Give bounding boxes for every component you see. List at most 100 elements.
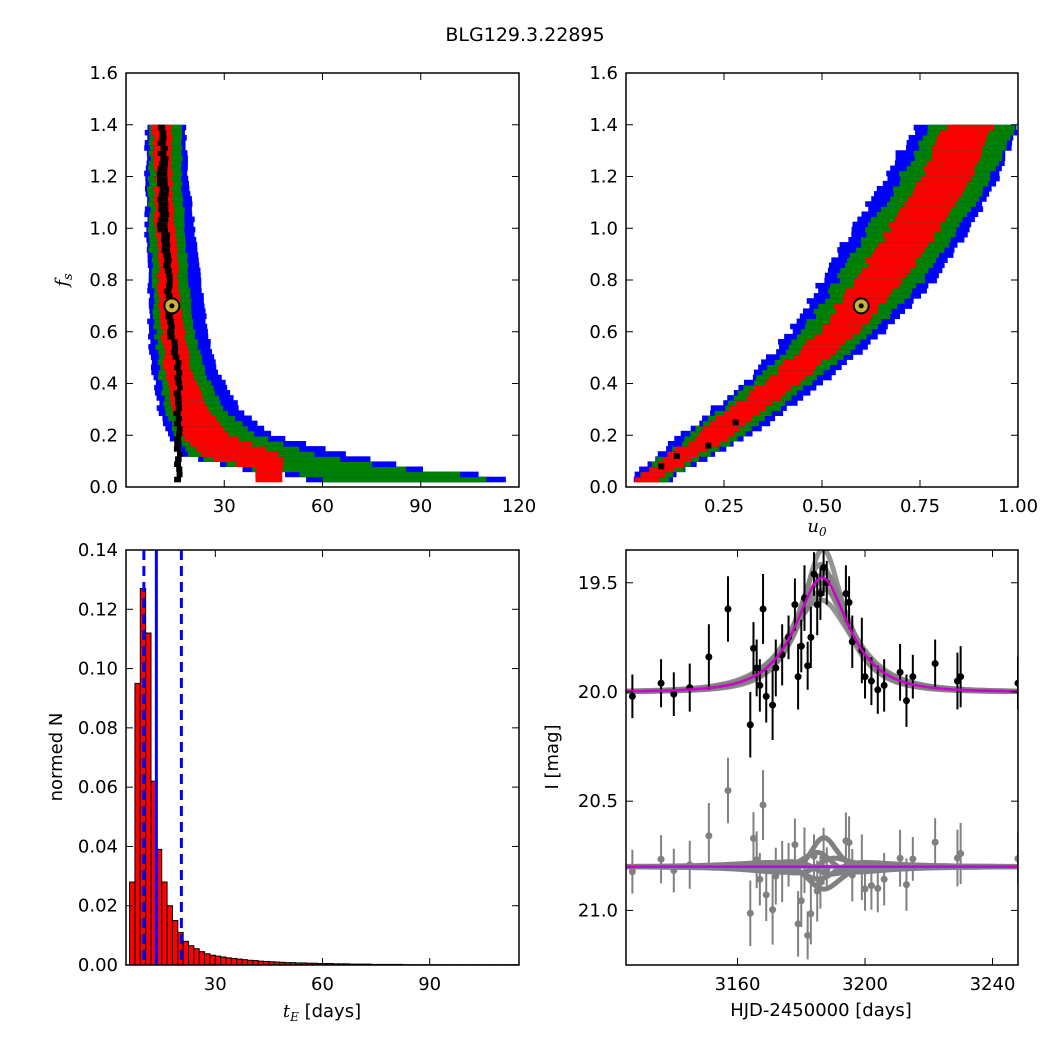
panel-fs-vs-te-xtick-label: 30 — [213, 496, 236, 517]
figure-title: BLG129.3.22895 — [445, 24, 604, 46]
heatmap-cell-black — [160, 145, 168, 151]
heatmap-cell-red — [874, 247, 925, 253]
heatmap-cell-black — [172, 354, 180, 360]
heatmap-cell-black — [174, 435, 182, 442]
heatmap-cell-red — [169, 390, 202, 396]
panel-lightcurve-xtick-label: 3240 — [970, 974, 1016, 995]
residual-point — [746, 909, 754, 917]
heatmap-cell-red — [754, 384, 792, 391]
heatmap-cell-red — [649, 466, 675, 473]
heatmap-cell-black — [175, 456, 182, 462]
panel-fs-vs-te-axes: 30 60 90 120 0.0 0.2 0.4 0.6 0.8 1.0 1.2 1.4 1.6 — [89, 63, 536, 517]
residual-point — [813, 887, 821, 895]
heatmap-cell-black — [166, 277, 173, 284]
panel-fs-vs-u0: 0.25 0.50 0.75 1.00 0.0 0.2 0.4 0.6 0.8 1.0 1.2 1.4… — [589, 63, 1038, 539]
heatmap-cell-black — [157, 150, 167, 156]
panel-lightcurve-xtick-label: 3160 — [715, 974, 761, 995]
data-point — [746, 721, 754, 729]
heatmap-cell-black — [159, 129, 167, 136]
u0-axis-label: u0 — [807, 516, 827, 539]
panel-fs-vs-u0-xtick-label: 0.25 — [704, 496, 744, 517]
heatmap-cell-black — [164, 257, 172, 263]
normed-n-axis-label: normed N — [46, 713, 67, 802]
panel-fs-vs-te-heatmap — [144, 124, 506, 483]
residual-point — [867, 882, 875, 890]
residual-point — [816, 878, 824, 886]
residual-point — [756, 875, 764, 883]
panel-te-histogram-xtick-label: 90 — [418, 974, 441, 995]
heatmap-cell-red — [794, 354, 831, 360]
heatmap-cell-red — [172, 405, 208, 411]
heatmap-cell-black — [165, 313, 173, 320]
heatmap-cell-red — [899, 206, 951, 212]
panel-lightcurve-data — [626, 550, 1018, 960]
te-axis-label: tE [days] — [283, 1001, 361, 1024]
heatmap-cell-black — [176, 384, 183, 391]
heatmap-cell-red — [822, 323, 863, 330]
panel-fs-vs-u0-ytick-label: 1.4 — [589, 115, 618, 136]
heatmap-cell-black — [171, 344, 179, 350]
heatmap-cell-red — [176, 420, 221, 427]
data-point — [705, 653, 713, 661]
heatmap-cell-red — [778, 364, 817, 371]
panel-fs-vs-u0-xtick-label: 1.00 — [998, 496, 1038, 517]
panel-fs-vs-te-xtick-label: 60 — [311, 496, 334, 517]
histogram-bar — [171, 920, 179, 966]
heatmap-cell-black — [161, 247, 171, 253]
residual-point — [791, 841, 799, 849]
heatmap-cell-red — [255, 471, 283, 478]
heatmap-cell-black — [175, 415, 183, 422]
panel-fs-vs-u0-xtick-label: 0.50 — [802, 496, 842, 517]
heatmap-cell-black — [158, 206, 169, 212]
residual-point — [762, 891, 770, 899]
heatmap-cell-red — [939, 129, 989, 136]
residual-point — [880, 875, 888, 883]
histogram-bar — [209, 954, 216, 966]
heatmap-cell-black — [175, 379, 183, 386]
heatmap-cell-red — [821, 328, 860, 335]
panel-te-histogram-ytick-label: 0.10 — [78, 659, 118, 680]
heatmap-cell-red — [169, 395, 203, 401]
heatmap-cell-black — [157, 140, 166, 146]
panel-fs-vs-u0-ytick-label: 0.6 — [589, 322, 618, 343]
data-point — [909, 673, 917, 681]
heatmap-cell-black — [175, 359, 182, 366]
data-point — [874, 686, 882, 694]
heatmap-cell-red — [688, 441, 720, 447]
heatmap-cell-green — [251, 466, 407, 473]
data-point — [957, 673, 965, 681]
heatmap-cell-red — [806, 338, 846, 345]
residual-point — [759, 801, 767, 809]
residual-point — [845, 838, 853, 846]
panel-lightcurve-xtick-label: 3200 — [842, 974, 888, 995]
heatmap-cell-red — [177, 425, 224, 432]
data-point — [842, 590, 850, 598]
panel-fs-vs-te-ytick-label: 0.4 — [89, 374, 118, 395]
heatmap-cell-red — [923, 165, 975, 172]
panel-lightcurve-axes: 3160 3200 3240 19.5 20.0 20.5 21.0 — [578, 549, 1019, 995]
heatmap-cell-red — [169, 384, 200, 391]
data-point — [804, 662, 812, 670]
panel-fs-vs-te-ytick-label: 1.2 — [89, 167, 118, 188]
heatmap-cell-black — [164, 287, 172, 294]
data-point — [931, 660, 939, 668]
data-point — [797, 642, 805, 650]
residual-point — [1014, 855, 1018, 863]
panel-fs-vs-u0-ytick-label: 0.0 — [589, 477, 618, 498]
heatmap-cell-red — [802, 344, 841, 350]
data-point — [756, 681, 764, 689]
heatmap-cell-green — [299, 471, 461, 478]
heatmap-cell-black — [174, 420, 182, 427]
heatmap-cell-red — [657, 461, 685, 468]
heatmap-cell-red — [184, 435, 239, 442]
panel-fs-vs-te-ytick-label: 1.4 — [89, 115, 118, 136]
data-point — [762, 692, 770, 700]
heatmap-cell-black — [156, 170, 168, 177]
heatmap-cell-red — [894, 216, 946, 223]
residual-point — [807, 910, 815, 918]
heatmap-cell-black — [159, 160, 169, 167]
heatmap-cell-red — [888, 221, 941, 228]
heatmap-black-cell — [673, 452, 680, 459]
heatmap-cell-red — [897, 211, 949, 218]
heatmap-cell-red — [641, 471, 666, 478]
